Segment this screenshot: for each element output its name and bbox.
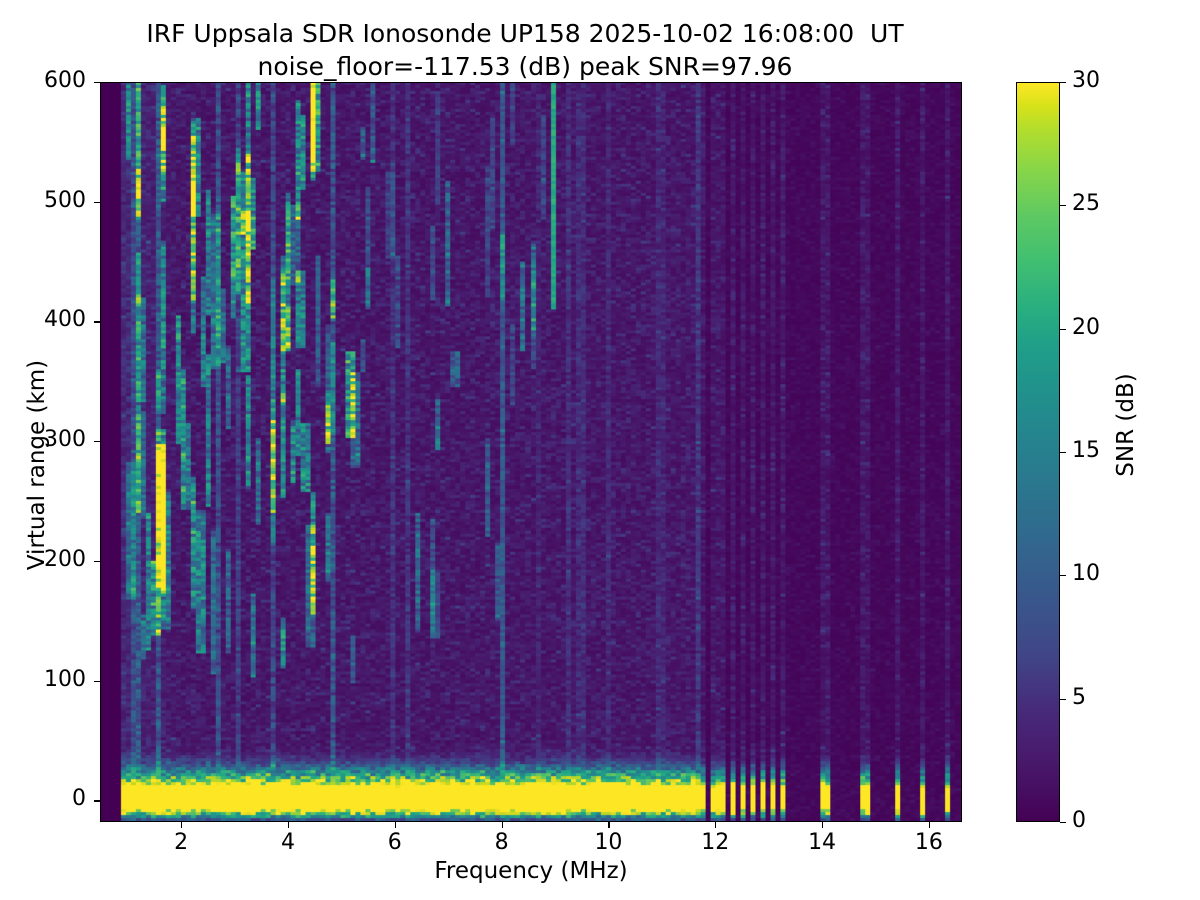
colorbar-tick-label: 0	[1072, 808, 1086, 833]
x-axis-label: Frequency (MHz)	[434, 858, 628, 884]
x-tick-mark	[287, 822, 290, 828]
y-tick-label: 0	[72, 786, 86, 812]
colorbar-tick-mark	[1060, 452, 1066, 454]
x-tick-label: 10	[594, 830, 623, 855]
colorbar-label: SNR (dB)	[1113, 373, 1139, 477]
ionogram-plot-area[interactable]	[100, 82, 962, 822]
y-tick-mark	[94, 82, 100, 84]
x-tick-mark	[181, 822, 183, 828]
x-tick-mark	[501, 822, 503, 828]
y-axis-label: Virtual range (km)	[24, 359, 50, 571]
y-tick-mark	[94, 321, 100, 323]
x-tick-mark	[608, 822, 610, 828]
ionogram-heatmap	[101, 83, 961, 821]
y-tick-label: 400	[44, 307, 86, 333]
colorbar-gradient	[1016, 82, 1060, 822]
y-tick-mark	[94, 201, 100, 203]
colorbar-tick-mark	[1060, 328, 1066, 330]
colorbar[interactable]: 0 5 10 15 20 25 30 SNR (dB)	[1016, 68, 1139, 833]
title-line-2: noise_floor=-117.53 (dB) peak SNR=97.96	[257, 51, 793, 81]
x-tick-mark	[715, 822, 717, 828]
colorbar-tick-label: 5	[1072, 684, 1086, 710]
x-tick-label: 16	[914, 830, 943, 855]
colorbar-tick-label: 30	[1072, 68, 1100, 93]
y-tick-label: 500	[44, 187, 86, 213]
x-tick-label: 8	[494, 830, 509, 855]
y-tick-label: 200	[44, 546, 86, 572]
x-tick-mark	[928, 822, 930, 828]
colorbar-tick-label: 20	[1072, 314, 1100, 340]
y-tick-mark	[94, 441, 100, 443]
colorbar-tick-mark	[1060, 82, 1066, 84]
y-tick-mark	[94, 680, 100, 682]
colorbar-tick-mark	[1060, 205, 1066, 207]
x-tick-mark	[822, 822, 824, 828]
y-tick-mark	[94, 560, 100, 563]
y-tick-label: 100	[44, 666, 86, 692]
y-tick-label: 600	[44, 68, 86, 93]
colorbar-tick-mark	[1060, 822, 1066, 824]
title-line-1: IRF Uppsala SDR Ionosonde UP158 2025-10-…	[146, 19, 904, 48]
x-tick-label: 14	[808, 830, 837, 855]
colorbar-tick-label: 15	[1072, 438, 1100, 463]
x-tick-label: 2	[174, 830, 189, 855]
x-tick-label: 4	[280, 830, 295, 855]
colorbar-tick-label: 10	[1072, 561, 1100, 587]
colorbar-tick-mark	[1060, 698, 1066, 700]
y-tick-mark	[94, 800, 100, 802]
figure-title: IRF Uppsala SDR Ionosonde UP158 2025-10-…	[0, 18, 1050, 83]
y-tick-label: 300	[44, 427, 86, 453]
x-tick-mark	[394, 822, 396, 828]
colorbar-tick-mark	[1060, 575, 1066, 577]
colorbar-tick-label: 25	[1072, 191, 1100, 217]
x-tick-label: 12	[701, 830, 730, 855]
x-tick-label: 6	[387, 830, 402, 855]
